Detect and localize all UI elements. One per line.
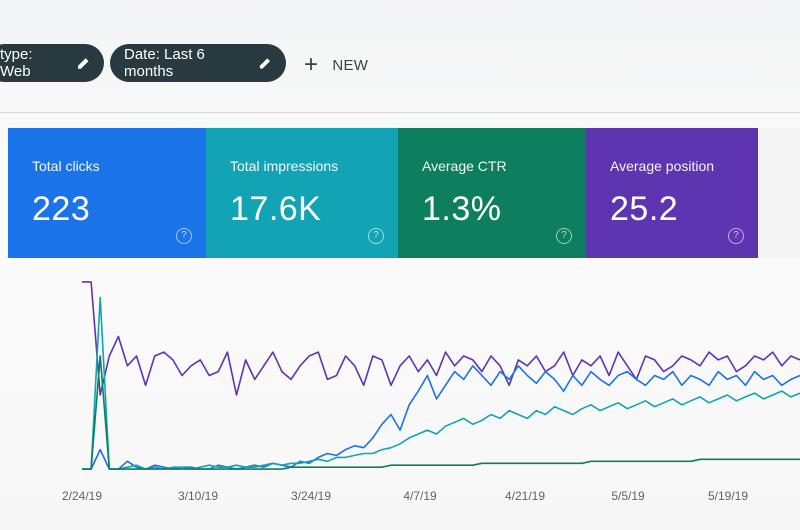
search-type-filter-chip[interactable]: type: Web: [0, 44, 104, 82]
x-tick-label: 5/19/19: [708, 489, 748, 503]
filter-bar: type: Web Date: Last 6 months + NEW: [0, 40, 800, 90]
metric-value: 223: [32, 190, 91, 228]
x-tick-label: 5/5/19: [611, 489, 645, 503]
metric-label: Average position: [610, 158, 715, 174]
date-filter-chip[interactable]: Date: Last 6 months: [110, 44, 286, 82]
date-filter-label: Date: Last 6 months: [124, 46, 205, 80]
metric-value: 1.3%: [422, 190, 502, 228]
help-icon[interactable]: ?: [176, 228, 192, 244]
metric-card-average-position[interactable]: Average position 25.2 ?: [586, 128, 758, 258]
divider: [0, 112, 800, 113]
series-line-1: [82, 365, 800, 470]
metric-card-total-impressions[interactable]: Total impressions 17.6K ?: [206, 128, 398, 258]
help-icon[interactable]: ?: [556, 228, 572, 244]
metric-value: 25.2: [610, 190, 679, 228]
metric-label: Total impressions: [230, 158, 339, 174]
x-tick-label: 3/24/19: [291, 489, 331, 503]
series-line-0: [82, 281, 800, 396]
series-line-2: [82, 296, 800, 470]
metric-cards: Total clicks 223 ? Total impressions 17.…: [8, 128, 800, 258]
metric-card-total-clicks[interactable]: Total clicks 223 ?: [8, 128, 206, 258]
new-filter-label: NEW: [332, 56, 369, 74]
performance-chart-svg: 2/24/19 3/10/19 3/24/19 4/7/19 4/21/19 5/5/19…: [62, 281, 800, 503]
edit-pencil-icon[interactable]: [77, 56, 90, 70]
help-icon[interactable]: ?: [368, 228, 384, 244]
metric-card-average-ctr[interactable]: Average CTR 1.3% ?: [398, 128, 586, 258]
edit-pencil-icon[interactable]: [259, 56, 272, 70]
help-icon[interactable]: ?: [728, 228, 744, 244]
metric-label: Total clicks: [32, 158, 100, 174]
x-tick-label: 3/10/19: [178, 489, 218, 503]
x-tick-label: 4/21/19: [505, 489, 545, 503]
plus-icon: +: [304, 51, 319, 78]
metric-label: Average CTR: [422, 158, 507, 174]
x-tick-label: 2/24/19: [62, 489, 102, 503]
metric-card-placeholder: [758, 128, 800, 258]
series-line-3: [82, 355, 800, 470]
search-type-filter-label: type: Web: [0, 46, 33, 80]
metric-value: 17.6K: [230, 190, 322, 228]
performance-chart[interactable]: 2/24/19 3/10/19 3/24/19 4/7/19 4/21/19 5/5/19…: [0, 258, 800, 530]
new-filter-button[interactable]: + NEW: [304, 50, 368, 80]
x-tick-label: 4/7/19: [403, 489, 437, 503]
